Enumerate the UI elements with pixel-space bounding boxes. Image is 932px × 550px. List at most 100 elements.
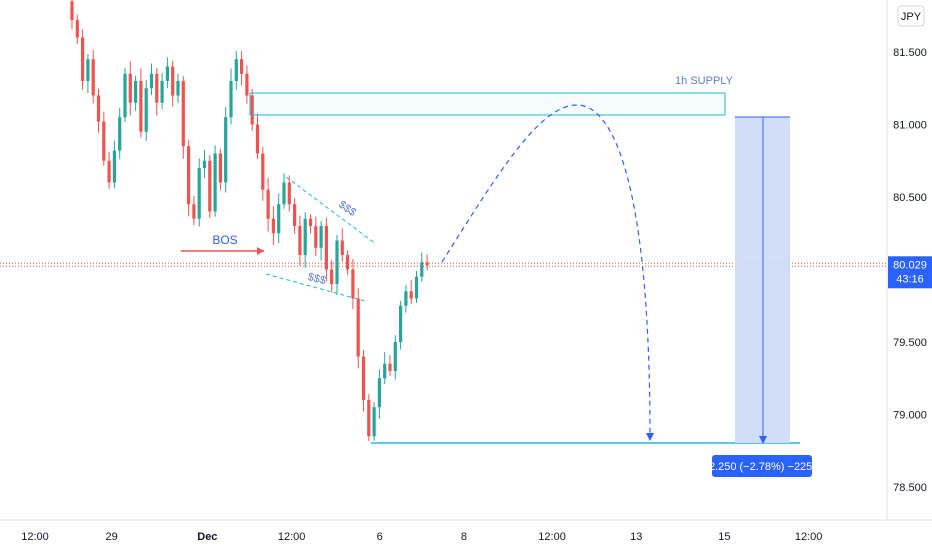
candle-body (208, 160, 212, 212)
candle-body (112, 150, 116, 183)
time-tick-label: 13 (630, 531, 642, 543)
candle-body (107, 160, 111, 183)
candle-body (346, 255, 350, 270)
projection-path[interactable] (441, 104, 651, 438)
last-price-tag: 80.029 43:16 (888, 256, 932, 289)
price-tick-label: 80.500 (893, 192, 927, 204)
candle-body (86, 59, 90, 81)
candle-body (149, 73, 154, 89)
price-axis[interactable]: 81.500 81.000 80.500 79.500 79.000 78.500 (893, 47, 927, 494)
bos-arrowhead (257, 247, 264, 255)
candle-body (377, 378, 381, 408)
candle-body (250, 95, 254, 125)
candle-body (399, 305, 403, 342)
candle-body (255, 124, 260, 154)
liquidity-lower-label: $$$ (306, 271, 327, 287)
candle-body (314, 226, 318, 248)
candle-body (330, 269, 334, 284)
candle-body (287, 182, 291, 205)
projection-arrowhead (646, 433, 654, 441)
time-tick-label: 6 (377, 531, 383, 543)
candle-body (409, 291, 413, 299)
candle-body (213, 153, 217, 212)
candle-body (91, 59, 95, 96)
candle-body (192, 204, 196, 219)
candle-body (202, 160, 207, 168)
candle-body (229, 81, 233, 118)
candle-body (319, 226, 323, 248)
candle-body (176, 81, 180, 96)
candle-body (414, 276, 419, 299)
candle-body (171, 66, 175, 96)
candle-body (383, 363, 387, 379)
time-tick-label: 15 (718, 531, 730, 543)
currency-label: JPY (901, 11, 922, 23)
time-axis[interactable]: 12:00 29 Dec 12:00 6 8 12:00 13 15 12:00 (21, 531, 822, 543)
supply-zone-label: 1h SUPPLY (675, 75, 734, 87)
candle-body (118, 117, 122, 151)
candle-body (393, 342, 397, 371)
price-tick-label: 78.500 (893, 482, 927, 494)
currency-badge[interactable] (897, 5, 925, 27)
candle-body (96, 95, 101, 122)
candle-body (324, 226, 328, 270)
candle-body (308, 218, 313, 226)
candle-body (139, 81, 143, 132)
candle-body (197, 168, 201, 219)
time-tick-label: 29 (105, 531, 117, 543)
price-tick-label: 81.000 (893, 120, 927, 132)
candle-body (123, 73, 127, 118)
candle-body (372, 407, 376, 437)
candle-body (218, 153, 222, 183)
candle-body (165, 66, 169, 81)
price-tick-label: 79.500 (893, 337, 927, 349)
candle-body (425, 262, 429, 266)
candle-body (303, 218, 307, 255)
wedge-upper-line[interactable] (285, 176, 377, 245)
candle-body (240, 59, 244, 74)
candle-body (234, 59, 238, 81)
measure-arrowhead (759, 436, 767, 444)
candle-body (187, 146, 191, 205)
time-tick-label: Dec (197, 531, 217, 543)
candle-body (282, 182, 286, 205)
candle-body (75, 20, 79, 38)
candle-body (160, 81, 164, 103)
candle-body (224, 117, 228, 183)
candle-body (340, 240, 344, 255)
candle-body (128, 73, 132, 103)
time-tick-label: 12:00 (21, 531, 49, 543)
measure-label: −2.250 (−2.78%) −225.0 (703, 461, 822, 473)
candle-body (335, 240, 339, 284)
candle-body (293, 204, 297, 226)
time-tick-label: 12:00 (795, 531, 823, 543)
candle-body (245, 73, 249, 96)
last-price-value: 80.029 (893, 259, 927, 271)
candle-body (102, 121, 106, 161)
candle-body (298, 226, 302, 255)
candle-body (271, 218, 275, 234)
price-tick-label: 79.000 (893, 410, 927, 422)
wedge-lower-line[interactable] (265, 273, 366, 302)
supply-zone-box[interactable] (249, 92, 726, 116)
candle-body (144, 88, 148, 132)
candle-body (367, 400, 371, 437)
price-tick-label: 81.500 (893, 47, 927, 59)
candle-body (351, 269, 355, 299)
candle-body (356, 298, 360, 357)
candle-body (388, 363, 392, 371)
candle-body (155, 73, 159, 103)
time-tick-label: 12:00 (538, 531, 566, 543)
candle-body (404, 291, 408, 306)
candle-body (261, 153, 265, 190)
candle-body (277, 204, 281, 234)
measure-label-bg (712, 455, 812, 477)
candle-body (81, 37, 85, 81)
last-price-tag-bg (888, 256, 932, 289)
candle-body (70, 1, 74, 21)
last-price-countdown: 43:16 (896, 273, 924, 285)
bos-label: BOS (212, 233, 237, 247)
